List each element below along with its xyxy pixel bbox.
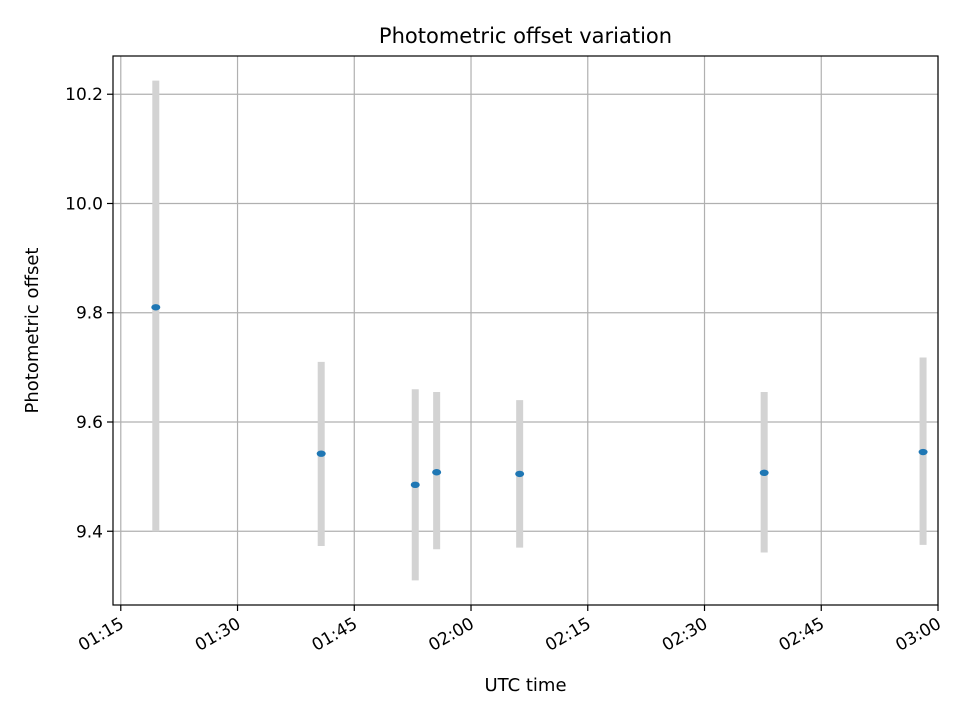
y-tick-label: 9.6 — [76, 413, 103, 433]
data-point — [918, 448, 928, 456]
x-tick-label: 03:00 — [892, 614, 944, 656]
y-tick-label: 10.2 — [65, 85, 103, 105]
x-tick-label: 02:30 — [659, 614, 711, 656]
y-tick-label: 10.0 — [65, 194, 103, 214]
x-axis-ticks: 01:15 01:30 01:45 02:00 02:15 02:30 02:45 03:00 — [75, 605, 945, 656]
data-point — [316, 450, 326, 457]
x-tick-label: 01:15 — [75, 614, 127, 656]
grid-lines — [113, 56, 939, 605]
data-point — [410, 481, 420, 489]
x-tick-label: 02:15 — [542, 614, 594, 656]
y-axis-ticks: 9.4 9.6 9.8 10.0 10.2 — [65, 85, 113, 542]
data-point — [432, 469, 442, 476]
x-tick-label: 02:00 — [425, 614, 477, 656]
y-tick-label: 9.4 — [76, 522, 103, 542]
x-tick-label: 01:45 — [309, 614, 361, 656]
data-point — [151, 304, 161, 311]
x-axis-title: UTC time — [484, 675, 566, 696]
x-tick-label: 01:30 — [192, 614, 244, 656]
y-axis-title: Photometric offset — [22, 248, 43, 414]
x-tick-label: 02:45 — [776, 614, 828, 656]
data-point — [515, 470, 525, 478]
error-bars — [152, 80, 927, 581]
plot-frame — [112, 55, 939, 606]
data-points — [151, 304, 928, 489]
y-tick-label: 9.8 — [76, 304, 103, 324]
data-point — [759, 469, 769, 477]
chart-title: Photometric offset variation — [379, 24, 672, 48]
